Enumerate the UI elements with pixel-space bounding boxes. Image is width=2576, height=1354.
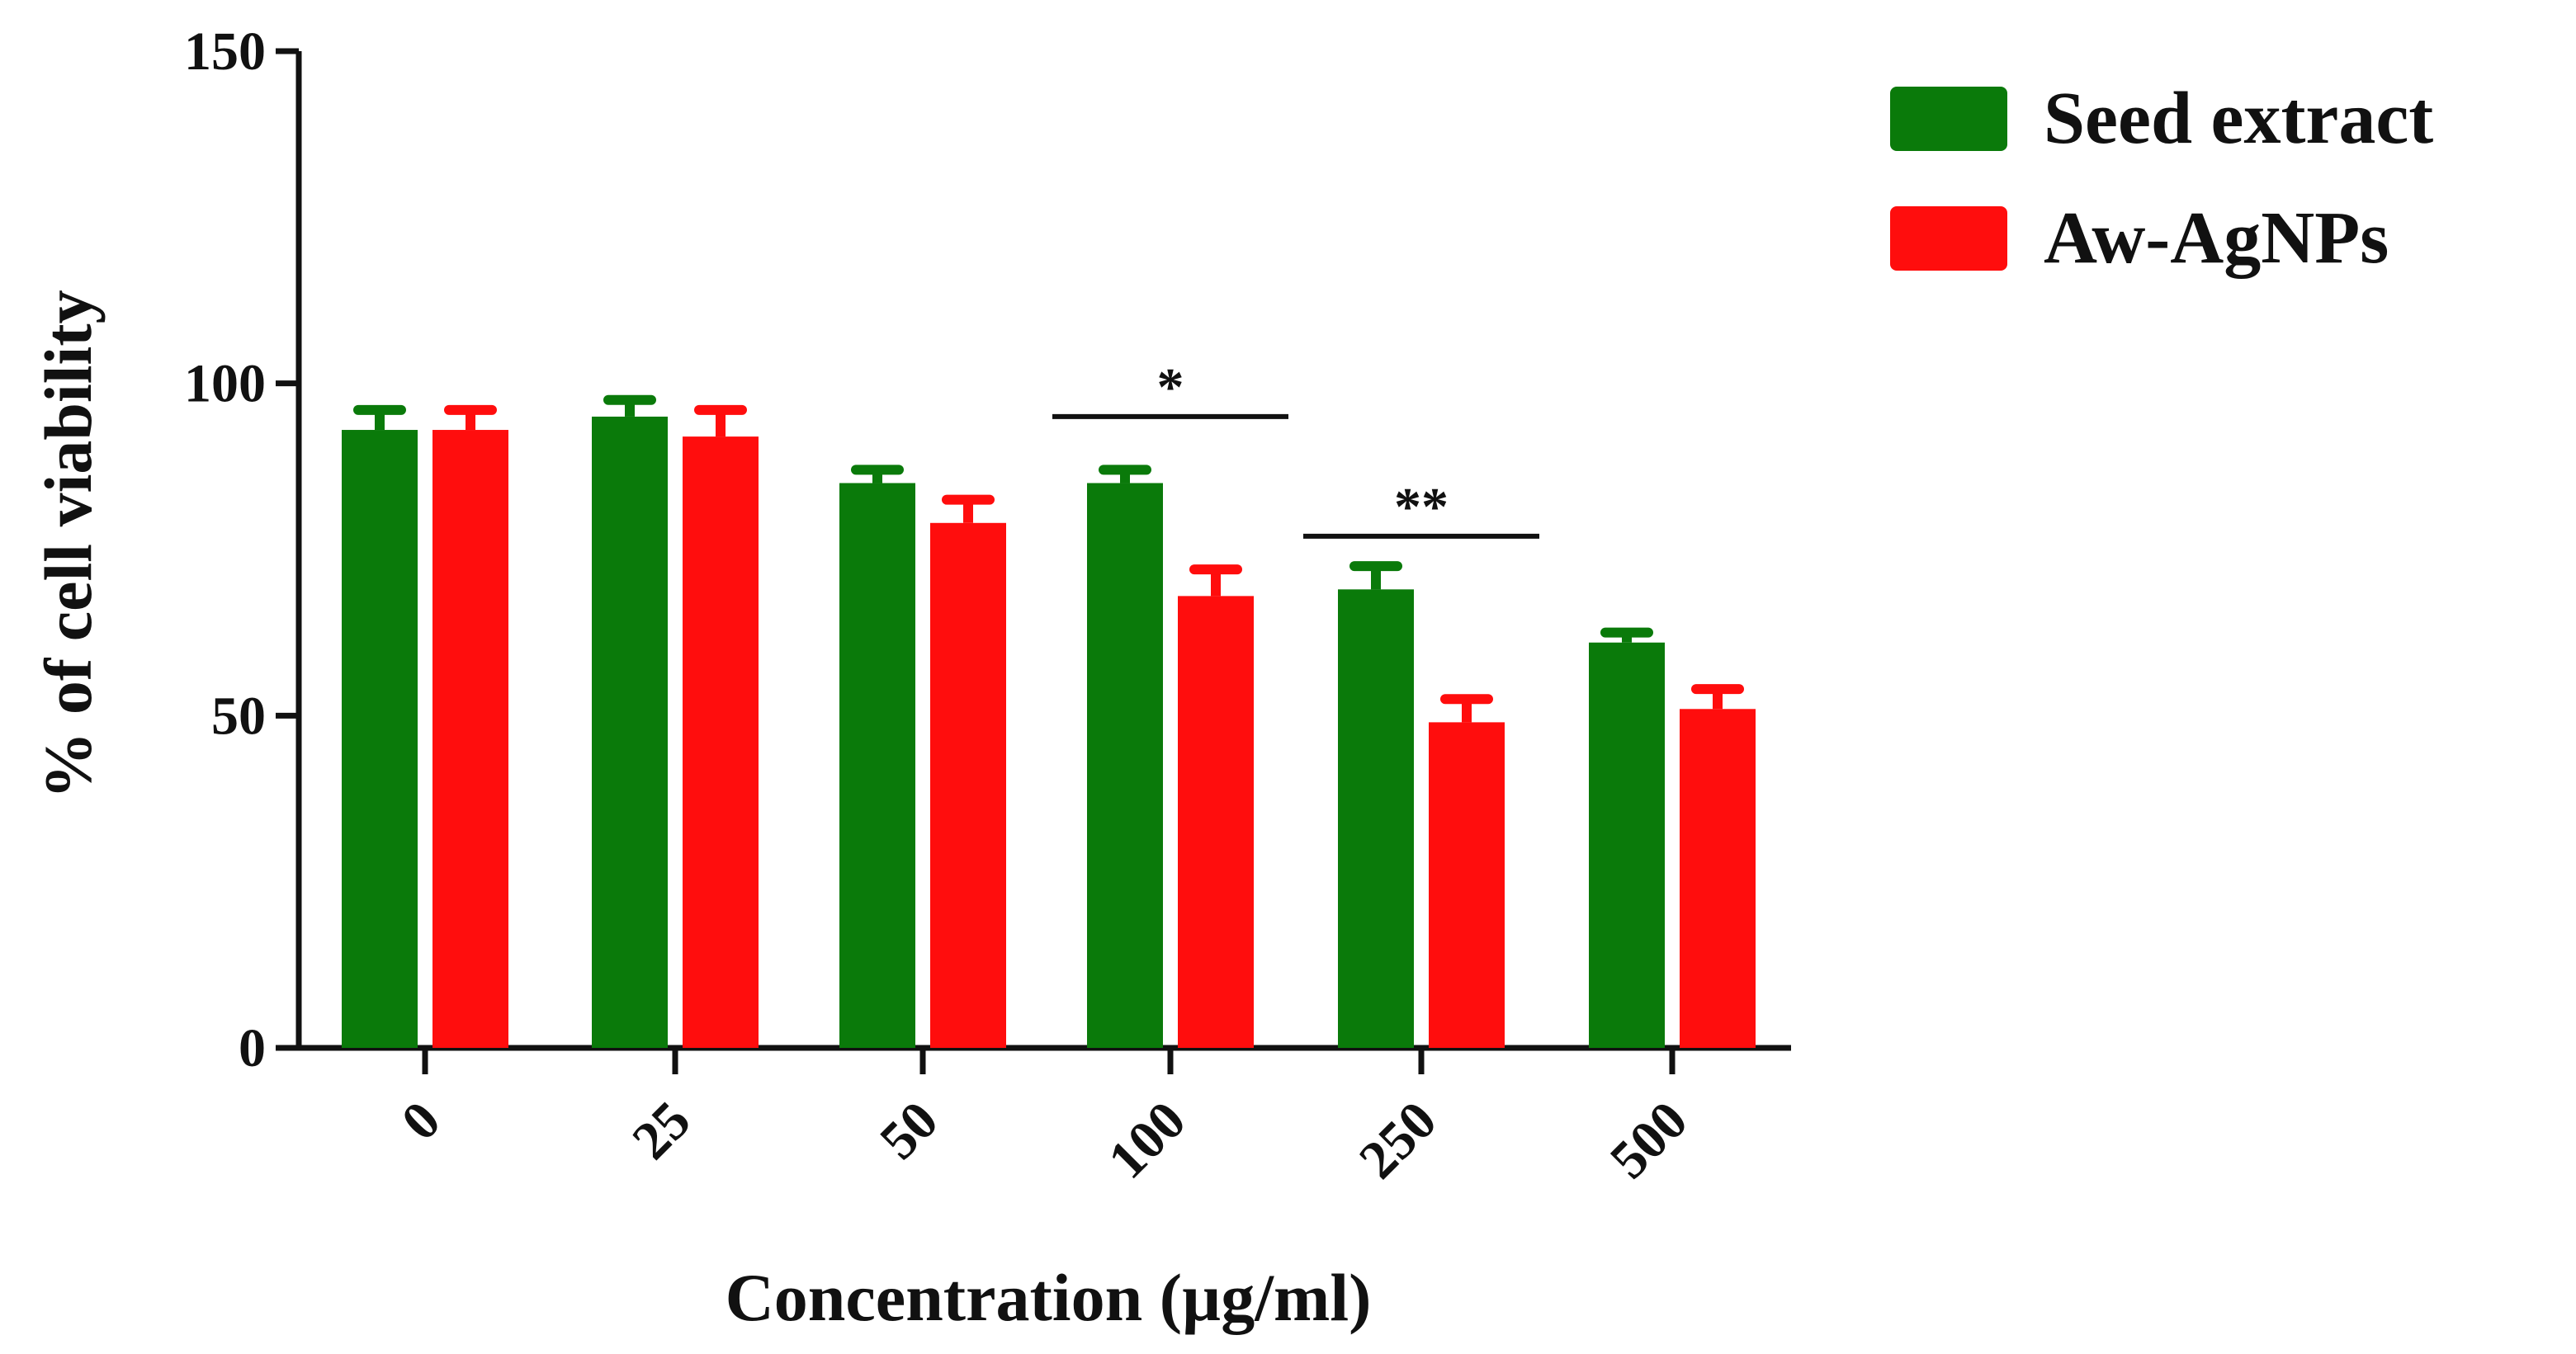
x-tick-label: 250 (1348, 1090, 1449, 1191)
x-tick-label: 0 (390, 1090, 452, 1152)
y-tick-label: 50 (211, 686, 266, 746)
bar-seed-extract (592, 416, 668, 1048)
bar-aw-agnps (1178, 596, 1254, 1048)
y-tick-label: 0 (239, 1018, 266, 1078)
bar-seed-extract (839, 483, 915, 1048)
legend-label-seed-extract: Seed extract (2044, 78, 2433, 159)
x-axis-title: Concentration (µg/ml) (726, 1260, 1372, 1335)
significance-marker: ** (1394, 477, 1449, 537)
bar-seed-extract (1087, 483, 1163, 1048)
legend-swatch-aw-agnps (1890, 206, 2007, 271)
x-tick-label: 100 (1097, 1090, 1198, 1191)
x-tick-label: 500 (1599, 1090, 1699, 1191)
bar-aw-agnps (930, 522, 1006, 1048)
x-tick-label: 50 (868, 1090, 949, 1171)
bar-aw-agnps (432, 430, 508, 1048)
legend-swatch-seed-extract (1890, 87, 2007, 151)
x-tick-label: 25 (621, 1090, 702, 1171)
bar-seed-extract (1589, 642, 1665, 1048)
legend: Seed extract Aw-AgNPs (1890, 78, 2433, 279)
legend-label-aw-agnps: Aw-AgNPs (2044, 197, 2389, 279)
y-axis-title: % of cell viability (31, 290, 106, 799)
y-tick-label: 150 (184, 21, 266, 82)
bar-aw-agnps (1429, 722, 1505, 1048)
bar-seed-extract (1338, 589, 1414, 1048)
bar-aw-agnps (1680, 709, 1756, 1048)
y-tick-label: 100 (184, 354, 266, 414)
bar-aw-agnps (683, 436, 759, 1048)
y-axis-title-group: % of cell viability (31, 290, 106, 799)
significance-marker: * (1157, 357, 1184, 418)
bar-seed-extract (342, 430, 418, 1048)
